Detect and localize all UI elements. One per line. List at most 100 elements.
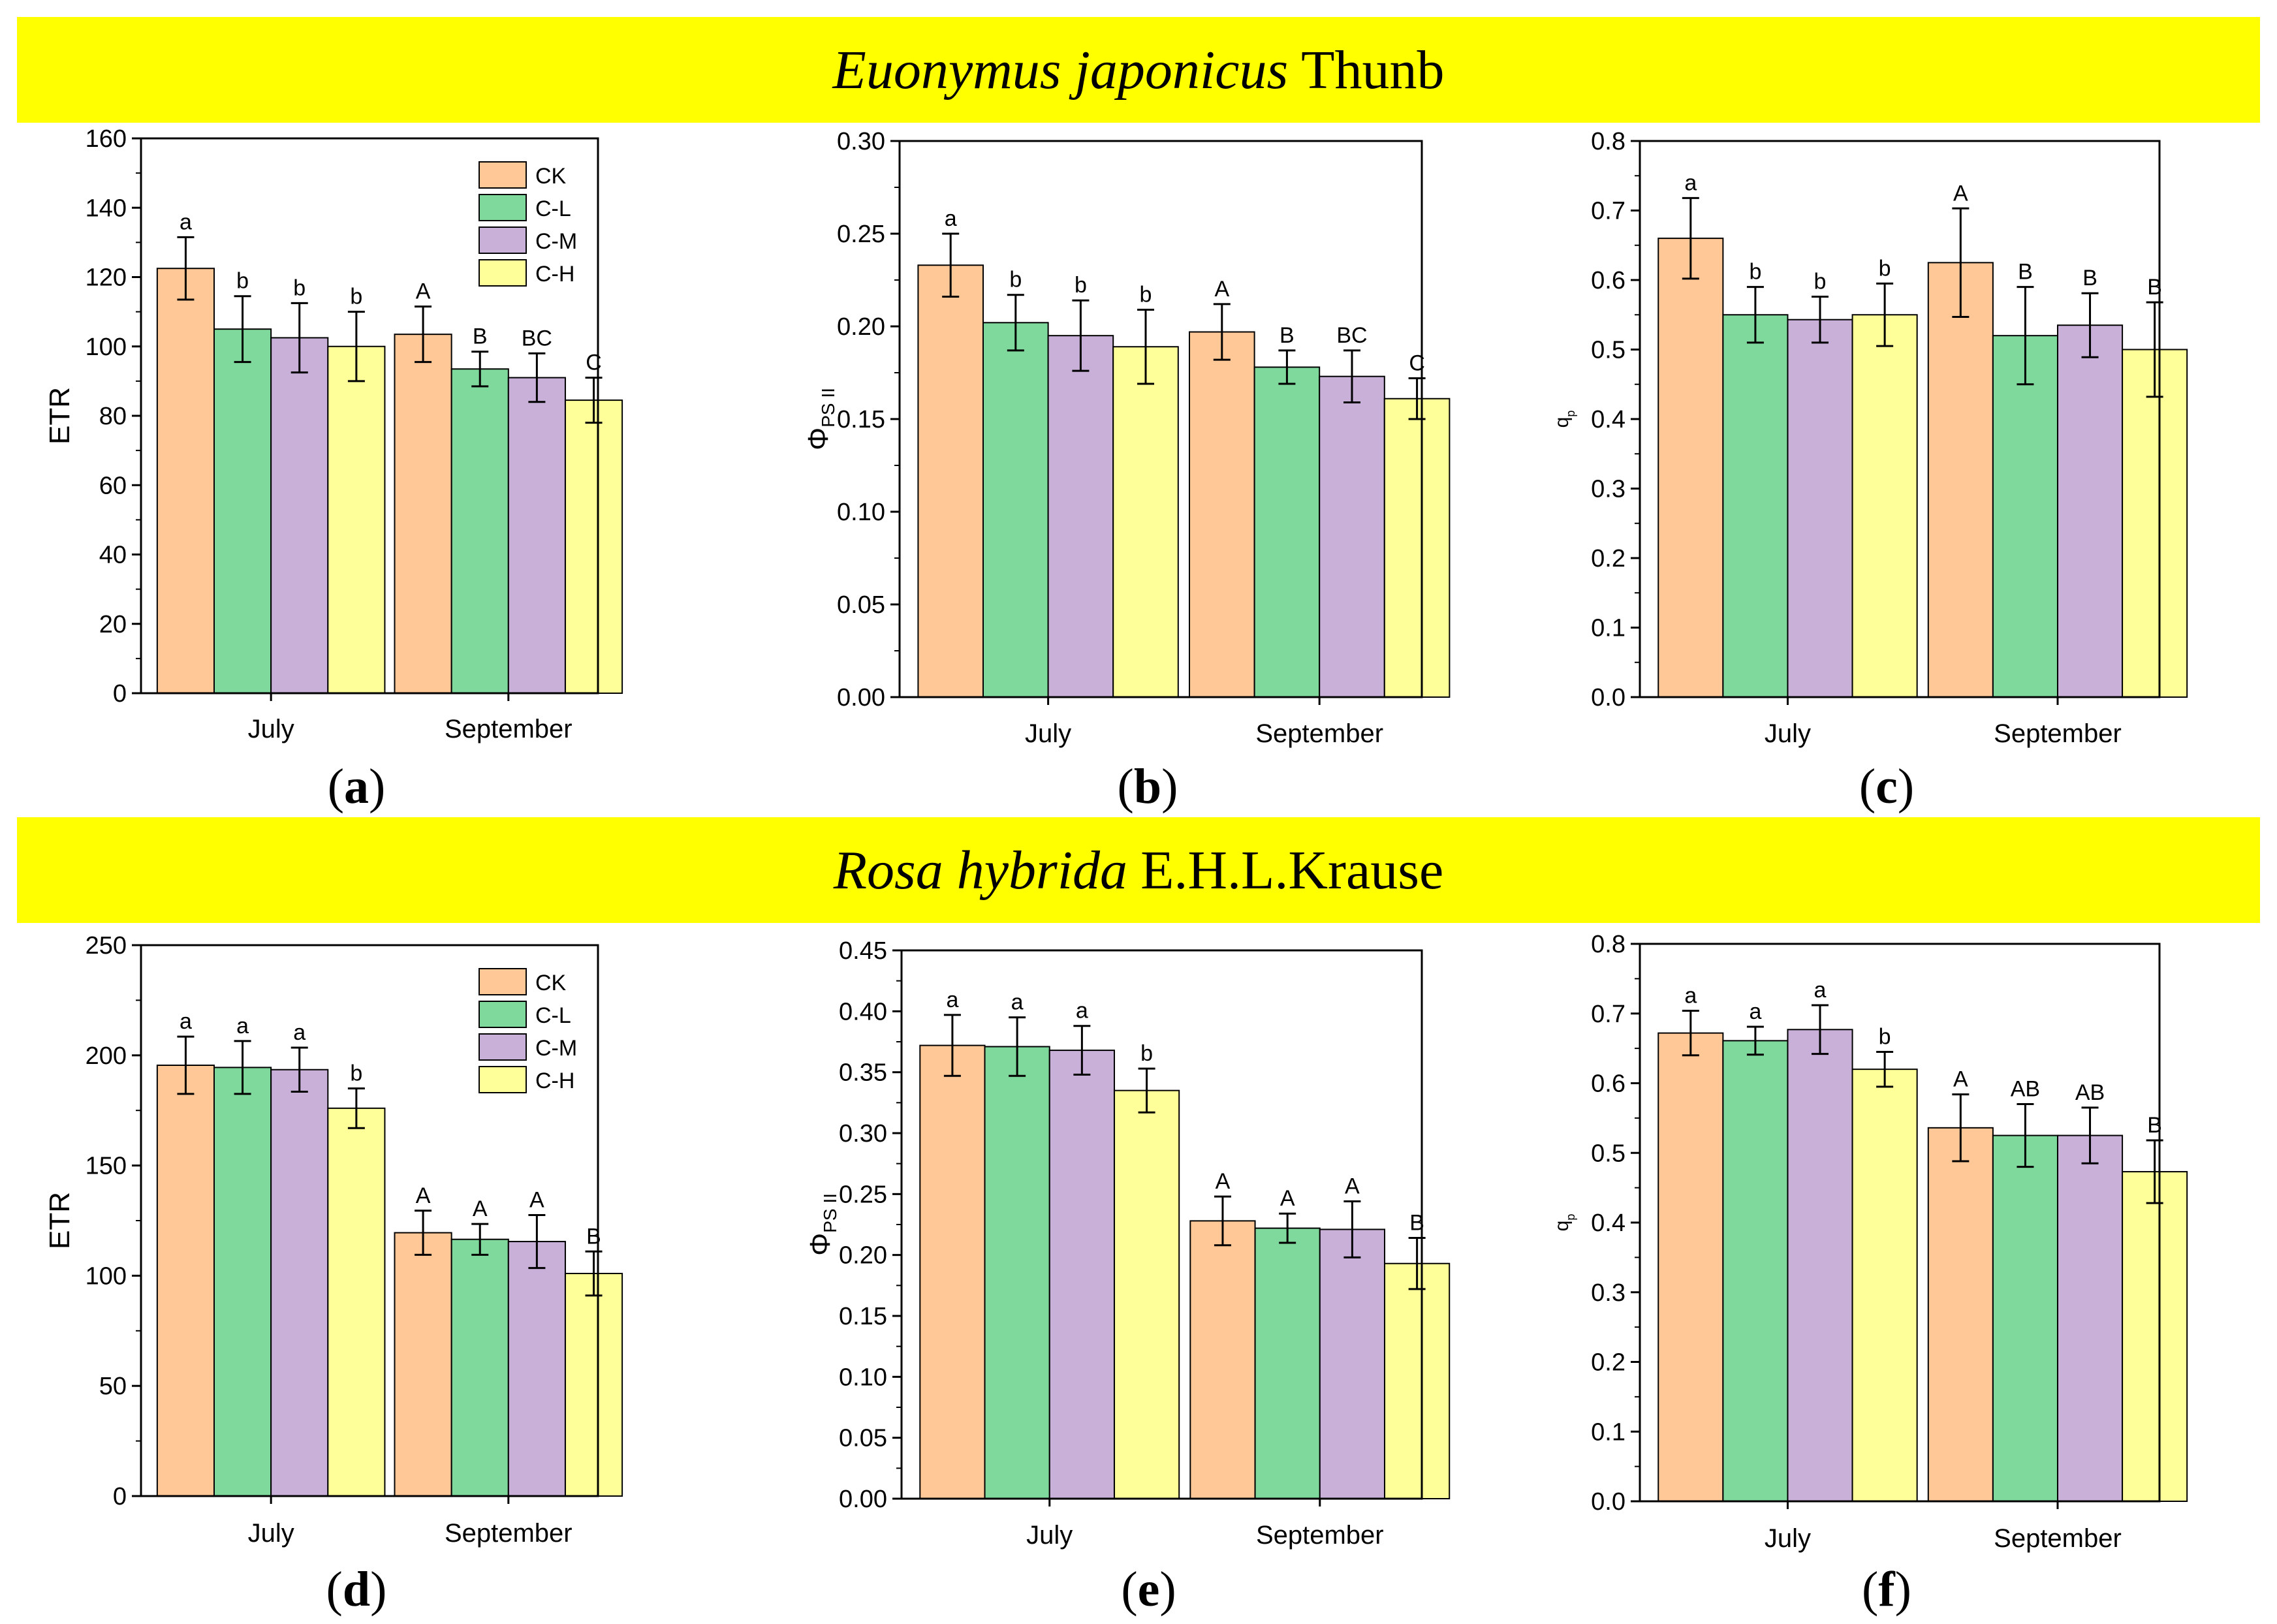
y-tick-label: 0.10 xyxy=(839,1364,887,1391)
y-tick-label: 20 xyxy=(99,611,127,638)
x-tick-label: July xyxy=(248,1519,294,1548)
y-tick-label: 140 xyxy=(86,195,127,222)
bar-c-l-july xyxy=(984,1046,1050,1499)
y-axis-label-sub: p xyxy=(1564,411,1577,417)
bar-c-m-september xyxy=(2056,324,2124,698)
x-tick-label: September xyxy=(445,715,573,743)
y-tick-label: 50 xyxy=(99,1373,127,1400)
y-tick-label: 0.25 xyxy=(837,221,885,248)
y-tick-label: 100 xyxy=(86,1262,127,1290)
panel-label: (a) xyxy=(328,759,386,814)
y-axis-label: qp xyxy=(1551,1214,1577,1232)
y-tick-label: 0.05 xyxy=(839,1425,887,1452)
y-tick-label: 0.45 xyxy=(839,937,887,965)
species-name-1: Euonymus japonicus xyxy=(832,39,1289,101)
significance-letter: b xyxy=(1879,256,1891,281)
bar-c-l-september xyxy=(1992,335,2058,698)
significance-letter: B xyxy=(1409,1211,1424,1236)
bar-c-l-september xyxy=(1253,366,1321,698)
bar-c-h-september xyxy=(1383,398,1451,698)
y-tick-label: 0.8 xyxy=(1591,931,1625,958)
panel-paren-open: ( xyxy=(1118,759,1134,814)
bar-c-m-july xyxy=(1047,335,1114,698)
significance-letter: B xyxy=(2147,1113,2162,1138)
y-tick-label: 0.20 xyxy=(839,1242,887,1270)
y-tick-label: 0.0 xyxy=(1591,1488,1625,1516)
significance-letter: a xyxy=(945,206,957,231)
legend-swatch-c-l xyxy=(479,194,527,221)
panel-paren-open: ( xyxy=(328,759,344,814)
y-axis-label-main: ETR xyxy=(44,1192,76,1249)
significance-letter: b xyxy=(236,269,249,294)
y-tick-label: 0.25 xyxy=(839,1181,887,1208)
y-tick-label: 0 xyxy=(113,680,127,708)
significance-letter: b xyxy=(1749,260,1761,285)
significance-letter: A xyxy=(1216,1169,1231,1194)
x-tick-label: September xyxy=(1994,719,2122,748)
y-tick-label: 0.35 xyxy=(839,1059,887,1087)
legend-label: C-H xyxy=(535,1069,574,1093)
x-tick-label: September xyxy=(1256,1521,1384,1550)
y-axis-label-main: q xyxy=(1551,1221,1573,1232)
bar-c-h-july xyxy=(1851,314,1918,698)
panel-label: (b) xyxy=(1118,759,1178,814)
bar-c-l-september xyxy=(450,1238,509,1497)
bar-c-h-july xyxy=(1851,1069,1918,1502)
bar-c-l-july xyxy=(213,328,272,694)
bar-ck-september xyxy=(1927,262,1994,698)
bar-c-m-september xyxy=(507,1241,566,1497)
bar-c-h-july xyxy=(1113,1089,1180,1499)
y-tick-label: 250 xyxy=(86,932,127,960)
y-tick-label: 0.7 xyxy=(1591,1001,1625,1028)
bar-ck-september xyxy=(394,1232,452,1497)
significance-letter: a xyxy=(946,988,958,1012)
y-tick-label: 0.6 xyxy=(1591,267,1625,294)
y-tick-label: 60 xyxy=(99,472,127,499)
y-tick-label: 0.7 xyxy=(1591,198,1625,225)
significance-letter: a xyxy=(1684,170,1697,195)
species-banner-1: Euonymus japonicus Thunb xyxy=(17,17,2260,123)
x-tick-label: July xyxy=(1026,1521,1073,1550)
legend-swatch-c-m xyxy=(479,226,527,254)
y-tick-label: 200 xyxy=(86,1042,127,1070)
bar-c-h-july xyxy=(327,345,386,694)
bar-c-m-july xyxy=(1048,1050,1115,1499)
significance-letter: a xyxy=(180,1009,192,1034)
bar-c-m-july xyxy=(270,337,329,694)
bar-ck-july xyxy=(1657,238,1724,698)
significance-letter: A xyxy=(1953,1067,1968,1092)
bar-c-l-july xyxy=(1722,314,1789,698)
legend-label: C-M xyxy=(535,229,577,254)
panel-label: (c) xyxy=(1859,759,1914,814)
bar-c-h-september xyxy=(2122,1171,2188,1502)
x-tick-label: July xyxy=(248,715,294,743)
y-axis-label-main: Φ xyxy=(802,428,834,450)
bar-ck-july xyxy=(917,264,984,698)
y-tick-label: 0 xyxy=(113,1483,127,1510)
significance-letter: a xyxy=(180,210,192,234)
bar-c-h-september xyxy=(564,399,623,694)
chart-panel-c: a b b b A B B B 0.0 0.1 0.2 0.3 0.4 0.5 0.6 0.7 0.8 July S… xyxy=(1551,128,2188,814)
panel-label: (e) xyxy=(1121,1562,1176,1617)
y-axis-label-sub: p xyxy=(1564,1214,1577,1221)
significance-letter: A xyxy=(1280,1186,1295,1211)
x-tick-label: July xyxy=(1025,719,1071,748)
y-tick-label: 0.2 xyxy=(1591,1349,1625,1377)
significance-letter: A xyxy=(416,279,431,304)
significance-letter: b xyxy=(1140,1041,1153,1066)
panel-paren-open: ( xyxy=(1859,759,1876,814)
legend-label: CK xyxy=(535,971,567,995)
significance-letter: b xyxy=(1814,270,1827,294)
significance-letter: AB xyxy=(2075,1080,2105,1105)
significance-letter: B xyxy=(1280,323,1295,348)
panel-letter: a xyxy=(344,759,369,814)
significance-letter: b xyxy=(293,275,306,300)
y-tick-label: 0.00 xyxy=(837,684,885,711)
y-axis-label-sub: PS II xyxy=(818,388,838,428)
chart-panel-b: ab b b AB BCC0.000.050.100.150.200.250.30Jul… xyxy=(802,128,1451,814)
bar-ck-july xyxy=(919,1044,986,1499)
legend-swatch-c-h xyxy=(479,259,527,287)
significance-letter: A xyxy=(529,1188,544,1213)
legend-label: C-L xyxy=(535,1003,571,1028)
